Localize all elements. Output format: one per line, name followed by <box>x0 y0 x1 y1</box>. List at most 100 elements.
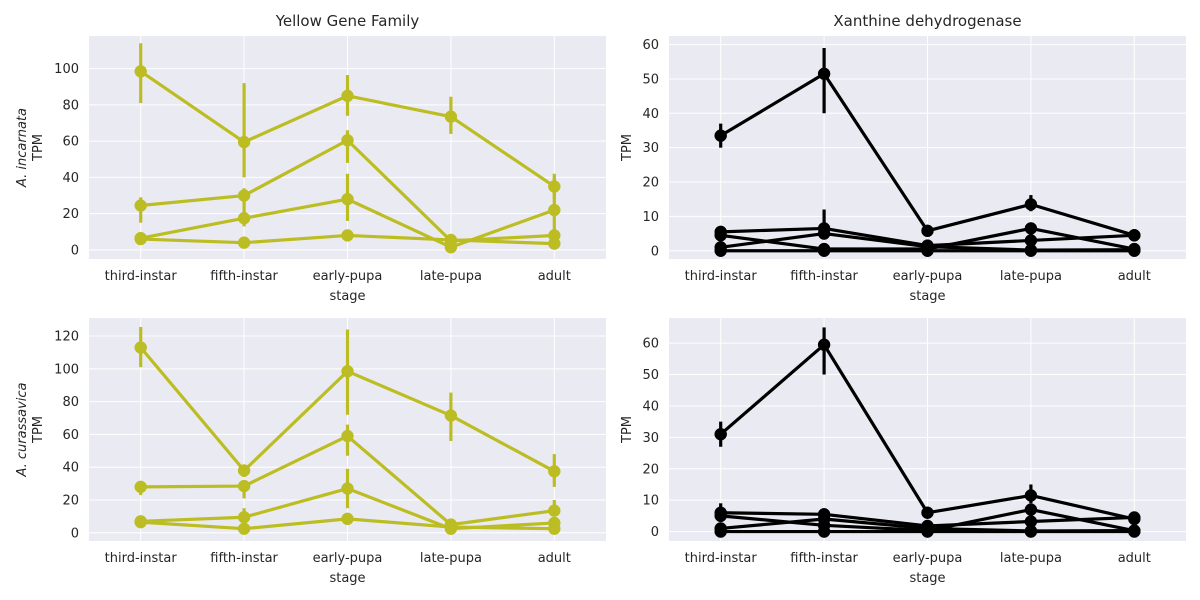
x-tick-label: late-pupa <box>1000 269 1062 284</box>
x-tick-label: early-pupa <box>313 551 383 566</box>
data-point <box>237 510 251 524</box>
x-tick-label: third-instar <box>685 551 758 566</box>
y-tick-label: 40 <box>62 461 79 476</box>
y-tick-label: 60 <box>62 428 79 443</box>
data-point <box>134 480 147 494</box>
y-tick-label: 20 <box>62 494 79 509</box>
y-axis-species-label: A. incarnata <box>15 108 30 188</box>
data-point <box>237 211 251 225</box>
series-1 <box>134 327 561 487</box>
data-point <box>237 464 251 477</box>
y-tick-label: 20 <box>642 462 659 477</box>
data-point <box>444 110 458 123</box>
chart-panel-2: 0 10 20 30 40 50 60 third-instar fifth-instar ear… <box>620 12 1186 304</box>
y-tick-label: 40 <box>642 107 659 122</box>
y-axis-label: TPM <box>620 134 635 162</box>
x-tick-label: late-pupa <box>1000 551 1062 566</box>
x-tick-label: third-instar <box>685 269 758 284</box>
data-point <box>817 67 831 81</box>
data-point <box>548 465 561 478</box>
data-point <box>134 199 147 212</box>
y-tick-label: 0 <box>71 526 79 541</box>
data-point <box>714 129 727 142</box>
y-tick-label: 40 <box>62 171 79 186</box>
data-point <box>714 244 727 258</box>
y-tick-label: 30 <box>642 141 659 156</box>
x-tick-label: adult <box>538 551 571 566</box>
data-point <box>1024 198 1038 211</box>
y-tick-label: 20 <box>642 176 659 191</box>
y-tick-label: 120 <box>54 330 79 345</box>
data-point <box>237 189 251 202</box>
y-axis-label: TPM <box>31 134 46 162</box>
data-point <box>1024 222 1038 235</box>
data-point <box>921 525 934 538</box>
y-tick-label: 10 <box>642 494 659 509</box>
y-tick-label: 60 <box>642 38 659 53</box>
data-point <box>341 365 354 378</box>
data-point <box>444 233 458 247</box>
data-point <box>714 427 727 441</box>
x-tick-label: third-instar <box>105 269 178 284</box>
data-point <box>714 525 727 538</box>
series-2 <box>134 424 561 531</box>
y-tick-label: 50 <box>642 72 659 87</box>
x-axis-label: stage <box>329 571 365 586</box>
series-4 <box>134 229 561 250</box>
data-point <box>817 525 831 538</box>
y-tick-label: 0 <box>71 243 79 258</box>
y-axis-species-label: A. curassavica <box>15 382 30 477</box>
y-tick-label: 10 <box>642 210 659 225</box>
data-point <box>548 203 561 217</box>
data-point <box>341 512 354 526</box>
data-point <box>817 227 831 240</box>
series-4 <box>134 512 561 535</box>
x-axis-label: stage <box>909 289 945 304</box>
y-tick-label: 100 <box>54 62 79 77</box>
x-tick-label: adult <box>1118 269 1151 284</box>
data-point <box>1128 525 1141 538</box>
data-point <box>921 224 934 238</box>
data-point <box>714 509 727 523</box>
y-tick-label: 50 <box>642 368 659 383</box>
x-tick-label: fifth-instar <box>210 551 278 566</box>
data-point <box>341 133 354 147</box>
data-point <box>714 229 727 242</box>
series-1 <box>134 43 561 200</box>
data-point <box>1024 489 1038 502</box>
chart-panel-1: 0 20 40 60 80 100 third-instar fifth-instar earl… <box>15 12 606 304</box>
data-point <box>341 192 354 206</box>
y-tick-label: 80 <box>62 98 79 113</box>
x-tick-label: early-pupa <box>893 269 963 284</box>
y-tick-label: 40 <box>642 399 659 414</box>
x-tick-label: third-instar <box>105 551 178 566</box>
chart-title: Xanthine dehydrogenase <box>833 12 1021 30</box>
x-tick-label: adult <box>1118 551 1151 566</box>
data-point <box>444 520 458 534</box>
x-tick-label: late-pupa <box>420 551 482 566</box>
y-tick-label: 60 <box>642 337 659 352</box>
data-point <box>134 341 147 354</box>
data-point <box>548 237 561 250</box>
data-point <box>237 479 251 493</box>
y-tick-label: 0 <box>651 525 659 540</box>
data-point <box>134 65 147 78</box>
x-tick-label: fifth-instar <box>790 551 858 566</box>
data-point <box>1128 244 1141 258</box>
x-tick-label: fifth-instar <box>210 269 278 284</box>
data-point <box>237 236 251 249</box>
x-tick-label: late-pupa <box>420 269 482 284</box>
data-point <box>817 512 831 526</box>
chart-panel-3: 0 20 40 60 80 100 120 third-instar fifth-instar e… <box>15 318 606 586</box>
x-axis-label: stage <box>909 571 945 586</box>
y-axis-label: TPM <box>620 416 635 444</box>
data-point <box>134 232 147 246</box>
data-point <box>921 244 934 258</box>
data-point <box>341 482 354 495</box>
y-axis-label: TPM <box>31 416 46 444</box>
x-tick-label: adult <box>538 269 571 284</box>
x-tick-label: early-pupa <box>313 269 383 284</box>
data-point <box>341 429 354 443</box>
data-point <box>1024 503 1038 516</box>
data-point <box>817 338 831 351</box>
